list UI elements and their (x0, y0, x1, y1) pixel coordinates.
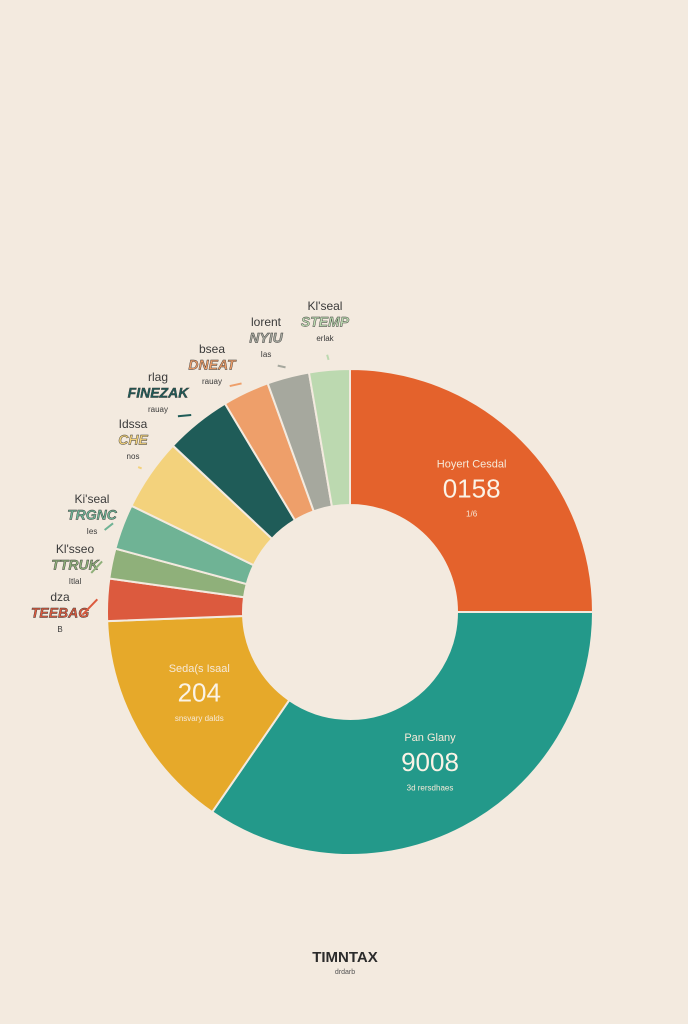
leader-line (326, 354, 330, 361)
leader-line (229, 382, 242, 388)
footer-title: TIMNTAX (312, 949, 378, 966)
slice-label: Hoyert Cesdal (437, 458, 507, 470)
donut-slice (307, 367, 351, 508)
slice-label: Kl'sseo (56, 542, 95, 556)
slice-label: rauay (148, 405, 168, 414)
slice-label: Pan Glany (404, 732, 456, 744)
footer-subtitle: drdarb (335, 969, 355, 976)
slice-label: rauay (202, 377, 222, 386)
slice-label: TTRUK (51, 557, 99, 573)
slice-label: rlag (148, 370, 168, 384)
slice-label: 9008 (401, 747, 459, 777)
slice-label: Seda(s Isaal (169, 663, 230, 675)
slice-label: 204 (178, 678, 221, 708)
leader-line (104, 522, 114, 531)
slice-label: erlak (316, 334, 334, 343)
slice-label: snsvary dalds (175, 714, 224, 723)
slice-label: Ki'seal (75, 492, 110, 506)
donut-slice (210, 611, 595, 856)
slice-label: nos (127, 452, 140, 461)
slice-label: Itlal (69, 577, 82, 586)
slice-label: TEEBAG (31, 605, 89, 621)
slice-label: NYIU (249, 330, 283, 346)
slice-label: lorent (251, 315, 282, 329)
slice-label: 3d rersdhaes (407, 783, 454, 792)
donut-slice (349, 367, 595, 613)
leader-line (277, 364, 286, 369)
slice-label: Ias (261, 350, 272, 359)
slice-label: 0158 (443, 473, 501, 503)
slice-label: bsea (199, 342, 225, 356)
leader-line (90, 560, 103, 574)
slice-label: B (57, 625, 62, 634)
slice-label: dza (50, 590, 70, 604)
slice-label: Kl'seal (308, 299, 343, 313)
leader-line (137, 466, 143, 470)
slice-label: STEMP (301, 314, 350, 330)
leader-line (177, 414, 192, 418)
slice-label: 1/6 (466, 509, 478, 518)
slice-label: Ies (87, 527, 98, 536)
slice-label: FINEZAK (128, 385, 190, 401)
donut-slice (106, 614, 291, 814)
slice-label: CHE (118, 432, 148, 448)
leader-line (81, 598, 99, 616)
slice-label: Idssa (119, 417, 148, 431)
slice-label: TRGNC (67, 507, 118, 523)
slice-label: DNEAT (188, 357, 237, 373)
